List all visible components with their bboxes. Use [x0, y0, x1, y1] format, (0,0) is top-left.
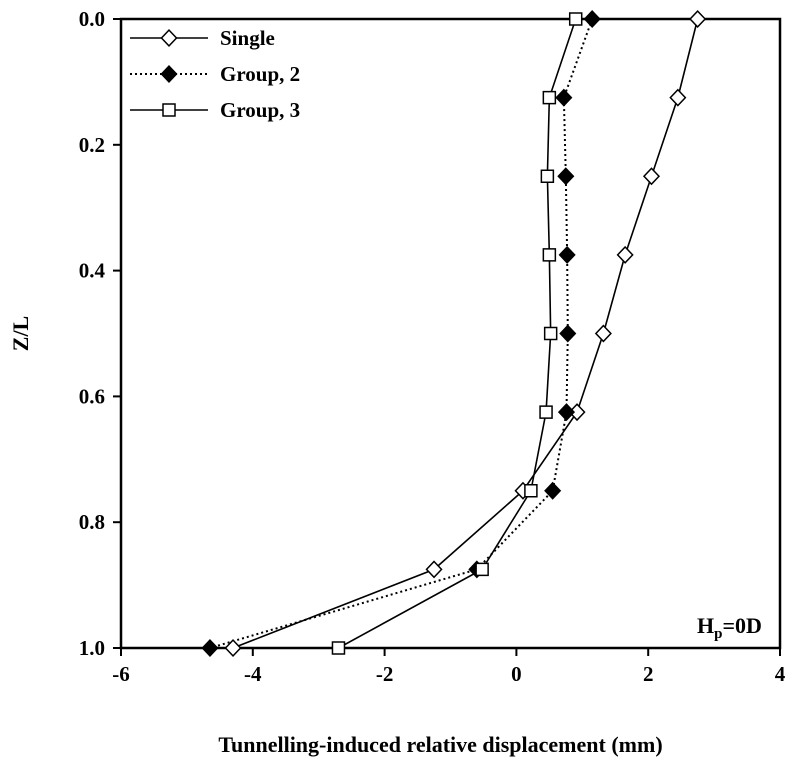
annotation-sub: p	[714, 626, 722, 642]
series-2	[338, 18, 577, 649]
data-point	[201, 639, 219, 657]
data-point	[568, 12, 583, 26]
data-point	[557, 167, 575, 186]
data-point	[542, 90, 557, 105]
series-0	[232, 18, 699, 649]
x-tick-label: 0	[511, 662, 522, 686]
data-point	[539, 405, 553, 419]
data-point	[583, 10, 601, 28]
data-point	[540, 169, 555, 183]
data-point	[642, 167, 661, 186]
legend-item: Group, 3	[130, 98, 300, 122]
data-point	[524, 484, 538, 498]
annotation-rest: =0D	[722, 613, 761, 638]
legend-label: Group, 3	[220, 98, 300, 122]
legend: Single Group, 2 Group, 3	[130, 26, 300, 122]
legend-label: Group, 2	[220, 62, 300, 86]
series-layer	[201, 10, 707, 657]
data-point	[557, 403, 576, 422]
series-line	[338, 18, 577, 649]
series-line	[209, 18, 594, 649]
series-line	[232, 18, 699, 649]
y-tick-label: 0.6	[79, 384, 105, 408]
x-tick-label: -6	[112, 662, 130, 686]
legend-item: Group, 2	[130, 62, 300, 86]
annotation-hp: Hp=0D	[697, 613, 762, 642]
x-tick-label: 2	[643, 662, 654, 686]
data-point	[669, 88, 687, 107]
data-point	[555, 88, 573, 107]
legend-marker	[162, 103, 176, 117]
legend-marker	[160, 65, 178, 83]
data-point	[542, 248, 557, 262]
data-point	[616, 245, 634, 264]
legend-marker	[160, 29, 178, 47]
series-markers-0	[224, 10, 707, 657]
data-point	[224, 639, 242, 657]
legend-label: Single	[220, 26, 275, 50]
data-point	[475, 562, 489, 577]
plot-frame	[119, 17, 782, 650]
data-point	[331, 641, 346, 655]
axes: -6 -4 -2 0 2 4 0.0 0.2 0.4 0.6 0.8 1.0	[79, 7, 786, 686]
series-1	[209, 18, 594, 649]
data-point	[689, 10, 707, 28]
y-axis-title: Z/L	[8, 316, 33, 351]
x-tick-label: -2	[376, 662, 394, 686]
series-markers-2	[331, 12, 583, 655]
y-tick-label: 0.2	[79, 133, 105, 157]
data-point	[544, 481, 562, 500]
data-point	[559, 324, 577, 343]
annotation-main: H	[697, 613, 714, 638]
data-point	[594, 324, 612, 343]
y-tick-label: 0.4	[79, 259, 106, 283]
legend-item: Single	[130, 26, 275, 50]
x-tick-label: 4	[775, 662, 786, 686]
x-axis-title: Tunnelling-induced relative displacement…	[218, 732, 662, 757]
y-tick-label: 1.0	[79, 636, 105, 660]
y-tick-label: 0.8	[79, 510, 105, 534]
data-point	[425, 560, 443, 579]
data-point	[543, 326, 558, 341]
x-tick-label: -4	[244, 662, 262, 686]
data-point	[558, 245, 576, 264]
y-tick-label: 0.0	[79, 7, 105, 31]
